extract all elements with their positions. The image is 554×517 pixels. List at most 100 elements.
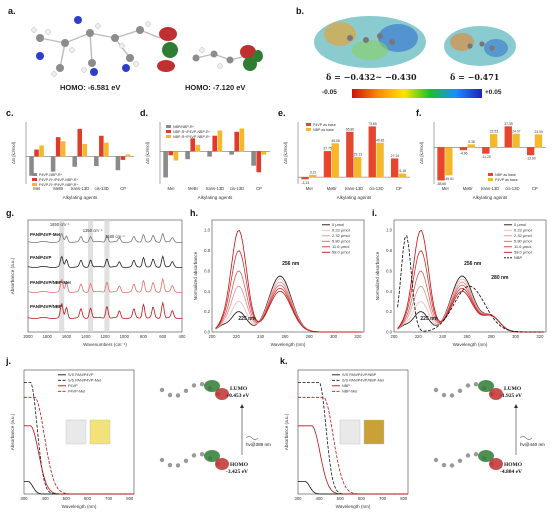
atom	[199, 452, 205, 457]
spectrum-line	[298, 396, 408, 495]
bar	[301, 177, 309, 180]
atom	[465, 453, 471, 458]
category-label: trans-13D	[345, 186, 363, 191]
bar	[50, 156, 56, 172]
x-tick: 280	[488, 334, 496, 339]
lumo-label: LUMO	[230, 386, 248, 392]
legend-label: NBP as base	[313, 128, 334, 132]
x-tick: 240	[257, 334, 265, 339]
legend-label: 11.6 μmol	[514, 244, 531, 249]
legend-label: NBP/NBP-R⁺	[173, 125, 195, 129]
bar	[526, 147, 535, 156]
legend-label: NBP-R⁺/P4VP-NBP-R⁺	[173, 135, 211, 139]
data-label: 5.16	[399, 169, 406, 173]
x-tick: 2000	[23, 334, 33, 339]
atom	[175, 463, 181, 468]
bar	[34, 149, 39, 157]
category-label: MeI	[306, 186, 313, 191]
bar	[445, 147, 453, 176]
bar	[29, 156, 34, 176]
y-tick: 1.0	[204, 228, 210, 233]
x-tick: 1000	[120, 334, 130, 339]
bar	[390, 158, 399, 178]
category-label: cis-13D	[94, 186, 108, 191]
atom	[159, 457, 165, 463]
panel-i-label: i.	[372, 208, 378, 218]
lumo-energy: -1.925 eV	[500, 393, 522, 399]
legend-label: NBP-R⁺/P4VP-NBP-R⁺	[173, 130, 211, 134]
data-label: 24.07	[512, 129, 521, 133]
data-label: 5.38	[468, 140, 475, 144]
bar	[346, 131, 354, 178]
orbital-lobe	[478, 380, 494, 392]
bar	[99, 135, 104, 157]
atom	[441, 462, 447, 468]
atom	[457, 388, 463, 394]
sample-photo-alkylated	[363, 419, 385, 445]
legend-label: P4VP-NBP-R⁺	[39, 173, 63, 177]
bar	[94, 156, 99, 167]
bar	[195, 144, 201, 152]
legend-label: NBP	[514, 255, 523, 260]
data-label: -11.20	[481, 155, 490, 159]
chart-i: 200 220 240 260 280 300 320 0.0 0.2 0.4 0.6 0.8 1.0 W…	[375, 219, 547, 347]
x-tick: 320	[354, 334, 362, 339]
legend-label: S/S PAN/P4VP/NBP-MeI	[342, 379, 384, 383]
x-tick: 600	[159, 334, 167, 339]
orbital-lobe	[215, 458, 229, 470]
legend-swatch	[32, 183, 37, 186]
photon-wave	[519, 436, 533, 440]
data-label: 29.13	[354, 153, 363, 157]
arrow-head	[240, 404, 244, 408]
atom	[175, 393, 181, 398]
bar	[437, 147, 445, 181]
bar	[212, 135, 218, 152]
y-axis-label: Absorbance (a.u.)	[284, 413, 289, 450]
legend-swatch	[306, 128, 311, 131]
legend-label: P4VP as base	[313, 123, 336, 127]
chart-d: ΔG (kJ/mol) MeI MeBr trans-13D cis-13D CP Alky…	[145, 122, 270, 200]
bar	[467, 144, 475, 148]
data-label: -49.51	[444, 177, 454, 181]
x-tick: 800	[140, 334, 148, 339]
x-tick: 260	[463, 334, 471, 339]
x-axis-label: Alkylating agents	[198, 195, 233, 200]
y-axis-label: ΔG (kJ/mol)	[145, 141, 150, 164]
photon-label: hν@440 nm	[520, 442, 545, 447]
y-axis-label: Absorbance (a.u.)	[10, 413, 15, 450]
atom	[449, 393, 455, 398]
category-label: CP	[532, 186, 538, 191]
data-label: -58.66	[436, 182, 446, 186]
bar	[490, 134, 498, 148]
atom	[473, 382, 479, 387]
atom	[191, 453, 197, 458]
spectrum-label: PAN/P4VP/NBP	[30, 304, 62, 309]
bar	[39, 145, 44, 157]
data-label: 23.53	[490, 130, 499, 134]
category-label: MeBr	[188, 186, 199, 191]
data-label: 37.35	[504, 122, 513, 126]
spectrum-line	[397, 229, 544, 333]
photon-label: hν@389 nm	[246, 442, 271, 447]
category-label: MeI	[168, 186, 175, 191]
bar	[168, 151, 174, 156]
homo-label: HOMO	[230, 462, 249, 468]
atom	[183, 388, 189, 394]
y-axis-label: ΔG (kJ/mol)	[11, 141, 16, 164]
bar	[261, 151, 267, 155]
data-label: 23.05	[534, 130, 543, 134]
y-tick: 0.8	[204, 248, 210, 253]
x-axis-label: Wavelength (nm)	[336, 504, 371, 509]
category-label: CP	[396, 186, 402, 191]
annotation: 225 nm	[238, 316, 256, 322]
spectrum-line	[215, 275, 362, 333]
bar	[125, 154, 131, 157]
legend-swatch	[32, 178, 37, 181]
bar	[115, 156, 121, 171]
bar	[77, 128, 83, 157]
category-label: trans-13D	[71, 186, 89, 191]
plot-frame	[211, 219, 365, 333]
data-label: 37.75	[323, 147, 332, 151]
legend-label: S/S PAN/P4VP/NBP	[342, 373, 377, 377]
legend-label: 58.0 μmol	[332, 250, 350, 255]
